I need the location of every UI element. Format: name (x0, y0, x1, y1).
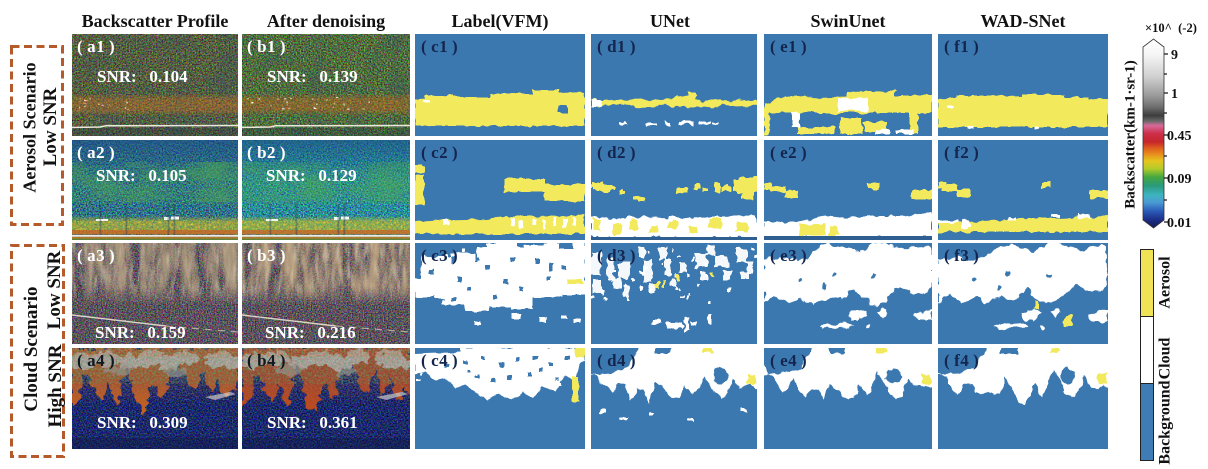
svg-text:0.01: 0.01 (1167, 216, 1192, 231)
svg-text:1: 1 (1171, 87, 1178, 102)
svg-text:0.45: 0.45 (1167, 129, 1192, 144)
svg-text:9: 9 (1171, 48, 1178, 63)
svg-text:0.09: 0.09 (1167, 172, 1192, 187)
